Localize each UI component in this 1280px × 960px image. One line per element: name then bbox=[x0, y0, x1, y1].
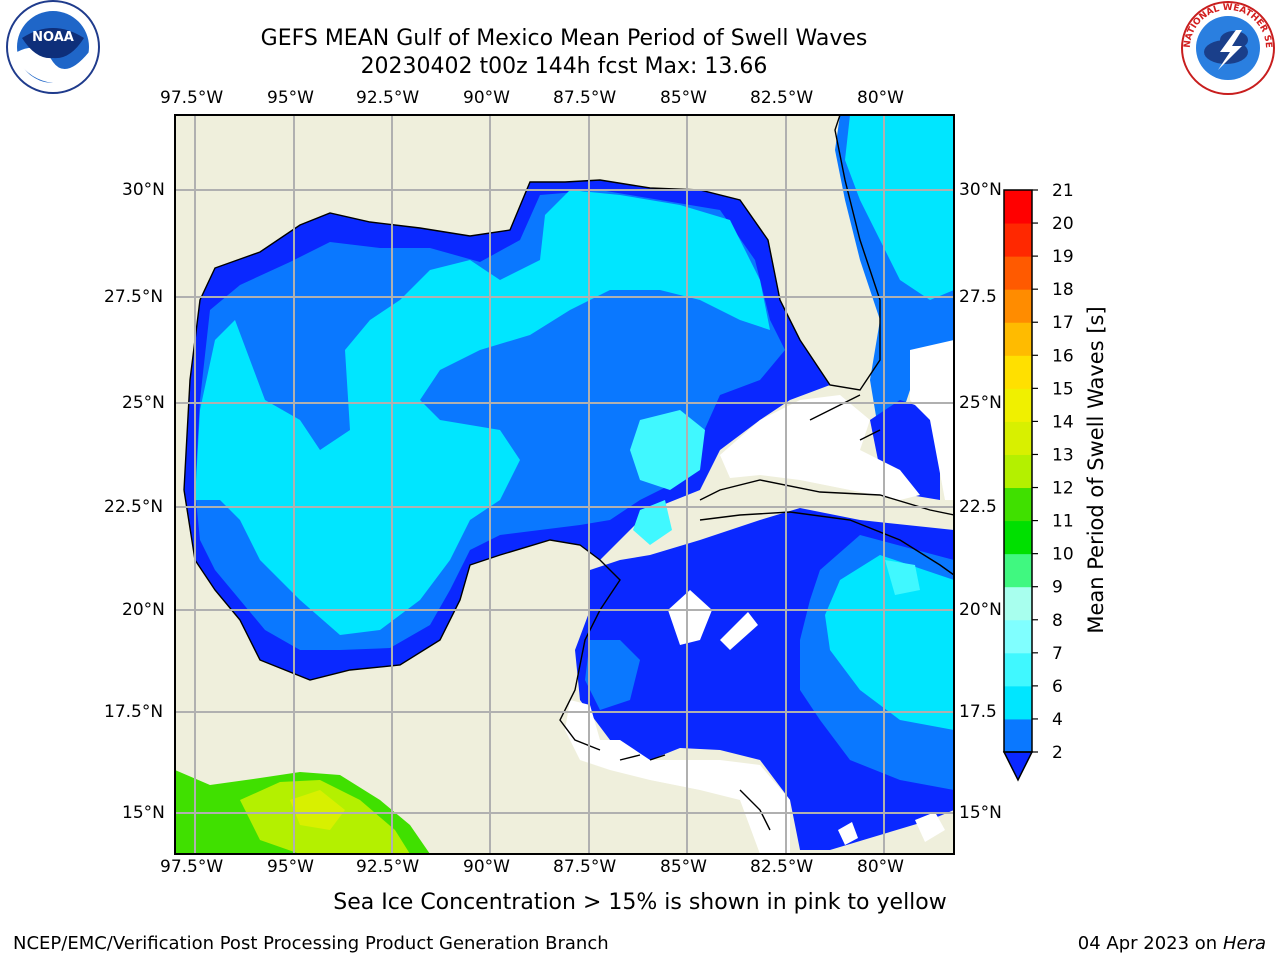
colorbar: 2 4 6 7 8 9 10 11 12 13 14 15 16 17 18 19 20 21 bbox=[1002, 181, 1074, 782]
colorbar-band bbox=[1004, 619, 1032, 654]
lon-tick-top: 80°W bbox=[857, 88, 904, 108]
no-data-bahamas bbox=[910, 340, 954, 500]
lon-tick-bottom: 87.5°W bbox=[553, 857, 617, 877]
no-data-hole-4 bbox=[915, 812, 945, 842]
colorbar-band bbox=[1004, 652, 1032, 687]
lat-tick-left: 20°N bbox=[122, 600, 165, 620]
colorbar-tick-label: 7 bbox=[1052, 644, 1063, 664]
colorbar-band bbox=[1004, 586, 1032, 621]
coastlines bbox=[183, 115, 954, 831]
footer-date-text: 04 Apr 2023 on bbox=[1077, 933, 1223, 954]
gulf-swell-7-8b bbox=[633, 500, 672, 545]
colorbar-band bbox=[1004, 487, 1032, 522]
no-data-hole-1 bbox=[668, 590, 712, 645]
colorbar-band bbox=[1004, 256, 1032, 290]
lat-tick-right: 25°N bbox=[959, 393, 1002, 413]
colorbar-tick-label: 15 bbox=[1052, 379, 1074, 399]
lon-tick-bottom: 82.5°W bbox=[750, 857, 814, 877]
colorbar-tick-label: 14 bbox=[1052, 412, 1074, 432]
no-data-belize bbox=[565, 700, 790, 854]
caribbean-swell-7-8 bbox=[885, 560, 920, 595]
lon-tick-bottom: 90°W bbox=[463, 857, 510, 877]
lon-tick-top: 85°W bbox=[660, 88, 707, 108]
lat-tick-left: 15°N bbox=[122, 803, 165, 823]
colorbar-tick-label: 16 bbox=[1052, 346, 1074, 366]
colorbar-tick-label: 9 bbox=[1052, 578, 1063, 598]
caribbean-swell-4-6b bbox=[585, 640, 640, 710]
colorbar-tick-label: 11 bbox=[1052, 512, 1074, 532]
no-data-straits bbox=[720, 395, 920, 500]
colorbar-tick-label: 19 bbox=[1052, 247, 1074, 267]
lat-tick-right: 15°N bbox=[959, 803, 1002, 823]
lon-tick-top: 97.5°W bbox=[160, 88, 224, 108]
footer-host: Hera bbox=[1222, 933, 1266, 954]
noaa-logo: NOAA bbox=[6, 0, 100, 94]
pacific-swell-13-14 bbox=[290, 790, 345, 830]
colorbar-band bbox=[1004, 190, 1032, 224]
lon-tick-top: 90°W bbox=[463, 88, 510, 108]
colorbar-tick-label: 20 bbox=[1052, 214, 1074, 234]
sea-ice-note: Sea Ice Concentration > 15% is shown in … bbox=[333, 890, 947, 915]
colorbar-tick-label: 2 bbox=[1052, 743, 1063, 763]
map-frame bbox=[174, 114, 955, 855]
islands bbox=[619, 394, 881, 761]
lon-tick-bottom: 95°W bbox=[267, 857, 314, 877]
nws-logo: NATIONAL WEATHER SERVICE bbox=[1176, 0, 1275, 95]
lat-tick-right: 27.5 bbox=[959, 287, 997, 307]
lon-tick-bottom: 92.5°W bbox=[356, 857, 420, 877]
lon-tick-top: 87.5°W bbox=[553, 88, 617, 108]
colorbar-band bbox=[1004, 322, 1032, 356]
colorbar-band bbox=[1004, 223, 1032, 257]
colorbar-tick-label: 21 bbox=[1052, 181, 1074, 201]
caribbean-swell-6-7 bbox=[825, 555, 954, 730]
lon-tick-bottom: 80°W bbox=[857, 857, 904, 877]
colorbar-band bbox=[1004, 388, 1032, 422]
no-data-hole-3 bbox=[838, 822, 858, 845]
colorbar-band bbox=[1004, 289, 1032, 323]
colorbar-tick-label: 18 bbox=[1052, 280, 1074, 300]
noaa-logo-text: NOAA bbox=[32, 30, 74, 45]
lat-tick-left: 30°N bbox=[122, 180, 165, 200]
colorbar-band bbox=[1004, 520, 1032, 555]
lon-tick-top: 95°W bbox=[267, 88, 314, 108]
lat-tick-right: 17.5 bbox=[959, 702, 997, 722]
lat-tick-left: 22.5°N bbox=[104, 497, 164, 517]
colorbar-tick-label: 13 bbox=[1052, 445, 1074, 465]
atlantic-swell-6-7 bbox=[845, 115, 954, 300]
colorbar-band bbox=[1004, 718, 1032, 753]
colorbar-frame bbox=[1003, 189, 1033, 753]
lat-tick-left: 17.5°N bbox=[104, 702, 164, 722]
colorbar-extend bbox=[1002, 751, 1034, 782]
colorbar-tick-label: 8 bbox=[1052, 611, 1063, 631]
title-line-2: 20230402 t00z 144h fcst Max: 13.66 bbox=[360, 54, 768, 79]
no-data-hole-2 bbox=[720, 612, 758, 650]
lat-tick-left: 27.5°N bbox=[104, 287, 164, 307]
colorbar-tick-label: 17 bbox=[1052, 313, 1074, 333]
map-gridlines bbox=[175, 115, 954, 854]
colorbar-band bbox=[1004, 421, 1032, 455]
gulf-swell-6-7 bbox=[195, 190, 770, 635]
colorbar-label: Mean Period of Swell Waves [s] bbox=[1084, 306, 1108, 634]
lat-tick-right: 20°N bbox=[959, 600, 1002, 620]
colorbar-band bbox=[1004, 454, 1032, 489]
lon-tick-bottom: 85°W bbox=[660, 857, 707, 877]
lon-tick-bottom: 97.5°W bbox=[160, 857, 224, 877]
footer-date: 04 Apr 2023 on Hera bbox=[1078, 933, 1266, 954]
colorbar-band bbox=[1004, 553, 1032, 588]
lat-tick-right: 30°N bbox=[959, 180, 1002, 200]
colorbar-tick-label: 12 bbox=[1052, 479, 1074, 499]
colorbar-band bbox=[1004, 685, 1032, 720]
colorbar-tick-label: 6 bbox=[1052, 677, 1063, 697]
colorbar-tick-label: 10 bbox=[1052, 545, 1074, 565]
colorbar-tick-label: 4 bbox=[1052, 710, 1063, 730]
colorbar-band bbox=[1004, 355, 1032, 389]
footer-branch: NCEP/EMC/Verification Post Processing Pr… bbox=[13, 933, 609, 954]
lon-tick-top: 82.5°W bbox=[750, 88, 814, 108]
lat-tick-left: 25°N bbox=[122, 393, 165, 413]
title-line-1: GEFS MEAN Gulf of Mexico Mean Period of … bbox=[260, 26, 868, 51]
lat-tick-right: 22.5 bbox=[959, 497, 997, 517]
lon-tick-top: 92.5°W bbox=[356, 88, 420, 108]
